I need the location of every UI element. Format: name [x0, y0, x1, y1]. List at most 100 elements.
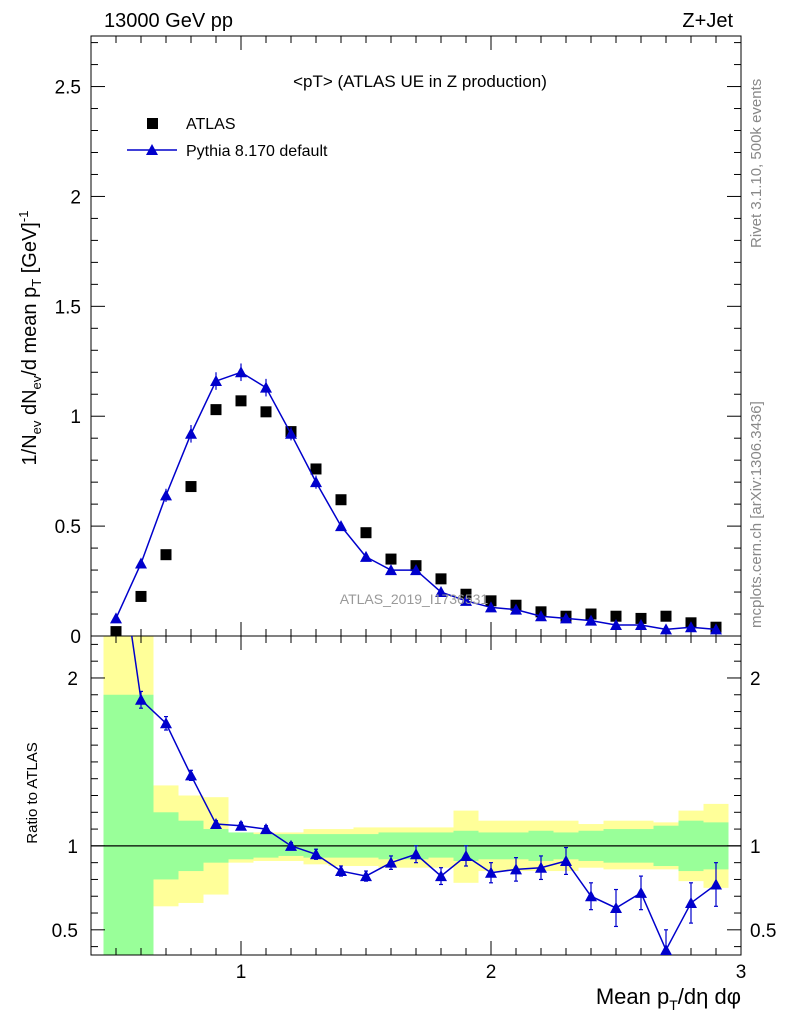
x-tick-label: 3 — [736, 962, 747, 983]
ratio-data-point — [660, 943, 672, 955]
pythia-data-point — [210, 375, 222, 387]
atlas-data-point — [460, 588, 472, 600]
atlas-data-point — [110, 626, 122, 636]
atlas-data-point — [435, 573, 447, 585]
atlas-data-point — [185, 481, 197, 493]
ratio-data-point — [460, 849, 472, 861]
ratio-data-point — [385, 856, 397, 868]
main-y-tick-label: 0 — [70, 627, 81, 648]
atlas-data-point — [385, 553, 397, 565]
atlas-data-point — [235, 395, 247, 407]
legend: ATLAS Pythia 8.170 default — [127, 116, 328, 160]
main-y-tick-label: 2.5 — [55, 78, 81, 99]
pythia-data-point — [460, 594, 472, 606]
atlas-data-point — [310, 463, 322, 475]
ratio-data-point — [235, 819, 247, 831]
atlas-data-point — [160, 549, 172, 561]
pythia-data-point — [660, 623, 672, 635]
ratio-data-point — [285, 839, 297, 851]
legend-marker-pythia — [146, 144, 158, 155]
inner-band-bin — [428, 832, 454, 858]
pythia-data-point — [335, 520, 347, 532]
pythia-data-point — [235, 366, 247, 378]
ratio-data-point — [710, 878, 722, 890]
pythia-data-point — [685, 621, 697, 633]
pythia-data-point — [360, 550, 372, 562]
process-label: Z+Jet — [682, 10, 733, 32]
atlas-data-point — [635, 612, 647, 624]
legend-marker-atlas — [147, 118, 158, 129]
main-y-tick-label: 2 — [70, 187, 81, 208]
ratio-data-point — [360, 870, 372, 882]
ratio-y-tick-label-left: 2 — [67, 669, 78, 690]
x-axis-label: Mean pT/dη dφ — [596, 984, 741, 1013]
ratio-y-tick-label-right: 1 — [750, 837, 761, 858]
atlas-data-point — [610, 610, 622, 622]
plot-title: <pT> (ATLAS UE in Z production) — [293, 72, 547, 91]
ratio-y-tick-label-right: 0.5 — [750, 921, 776, 942]
ratio-data-point — [585, 890, 597, 902]
atlas-data-point — [335, 494, 347, 506]
ratio-panel-marks — [131, 636, 722, 955]
ratio-data-point — [160, 717, 172, 729]
ratio-data-point — [335, 865, 347, 877]
atlas-data-point — [210, 404, 222, 416]
ratio-data-point — [185, 769, 197, 781]
inner-band-bin — [128, 694, 154, 955]
pythia-data-point — [110, 612, 122, 624]
axis-tick-labels: 0 0.5 1 1.5 2 2.5 0.5 0.5 1 1 2 2 1 2 3 — [52, 78, 777, 983]
ratio-data-point — [610, 901, 622, 913]
pythia-data-point — [385, 564, 397, 576]
pythia-data-point — [510, 603, 522, 615]
pythia-data-point — [410, 564, 422, 576]
pythia-data-point — [285, 427, 297, 439]
main-y-tick-label: 1 — [70, 407, 81, 428]
ratio-y-tick-label-left: 1 — [67, 837, 78, 858]
ratio-data-point — [510, 863, 522, 875]
legend-label-pythia: Pythia 8.170 default — [186, 143, 328, 160]
atlas-data-point — [135, 590, 147, 602]
pythia-data-point — [160, 489, 172, 501]
pythia-data-point — [185, 427, 197, 439]
pythia-data-point — [560, 612, 572, 624]
ratio-data-point — [210, 818, 222, 830]
rivet-version-label: Rivet 3.1.10, 500k events — [748, 79, 765, 248]
pythia-data-point — [635, 619, 647, 631]
analysis-watermark: ATLAS_2019_I1736531 — [340, 591, 489, 607]
ratio-data-point — [685, 896, 697, 908]
axis-ticks — [91, 36, 742, 955]
main-y-tick-label: 0.5 — [55, 517, 81, 538]
pythia-data-point — [435, 586, 447, 598]
ratio-data-point — [485, 866, 497, 878]
inner-band-bin — [103, 694, 129, 955]
ratio-data-point — [535, 861, 547, 873]
atlas-data-point — [660, 610, 672, 622]
atlas-data-point — [485, 595, 497, 607]
ratio-data-point — [135, 693, 147, 705]
main-panel-marks — [110, 363, 722, 636]
ratio-data-point — [260, 823, 272, 835]
pythia-data-point — [260, 381, 272, 393]
energy-label: 13000 GeV pp — [104, 10, 233, 32]
ratio-data-point — [410, 848, 422, 860]
atlas-data-point — [585, 608, 597, 620]
pythia-data-point — [710, 623, 722, 635]
x-tick-label: 2 — [486, 962, 497, 983]
main-y-tick-label: 1.5 — [55, 297, 81, 318]
atlas-data-point — [260, 406, 272, 418]
pythia-data-point — [310, 476, 322, 488]
ratio-data-point — [560, 854, 572, 866]
legend-label-atlas: ATLAS — [186, 116, 236, 133]
mcplots-arxiv-label: mcplots.cern.ch [arXiv:1306.3436] — [748, 401, 765, 628]
ratio-y-axis-label: Ratio to ATLAS — [24, 742, 41, 843]
pythia-data-point — [485, 601, 497, 613]
pythia-data-point — [535, 610, 547, 622]
ratio-y-tick-label-right: 2 — [750, 669, 761, 690]
pythia-data-point — [585, 614, 597, 626]
ratio-data-point — [435, 870, 447, 882]
pythia-data-point — [135, 557, 147, 569]
x-tick-label: 1 — [236, 962, 247, 983]
ratio-data-point — [635, 886, 647, 898]
atlas-data-point — [360, 527, 372, 539]
